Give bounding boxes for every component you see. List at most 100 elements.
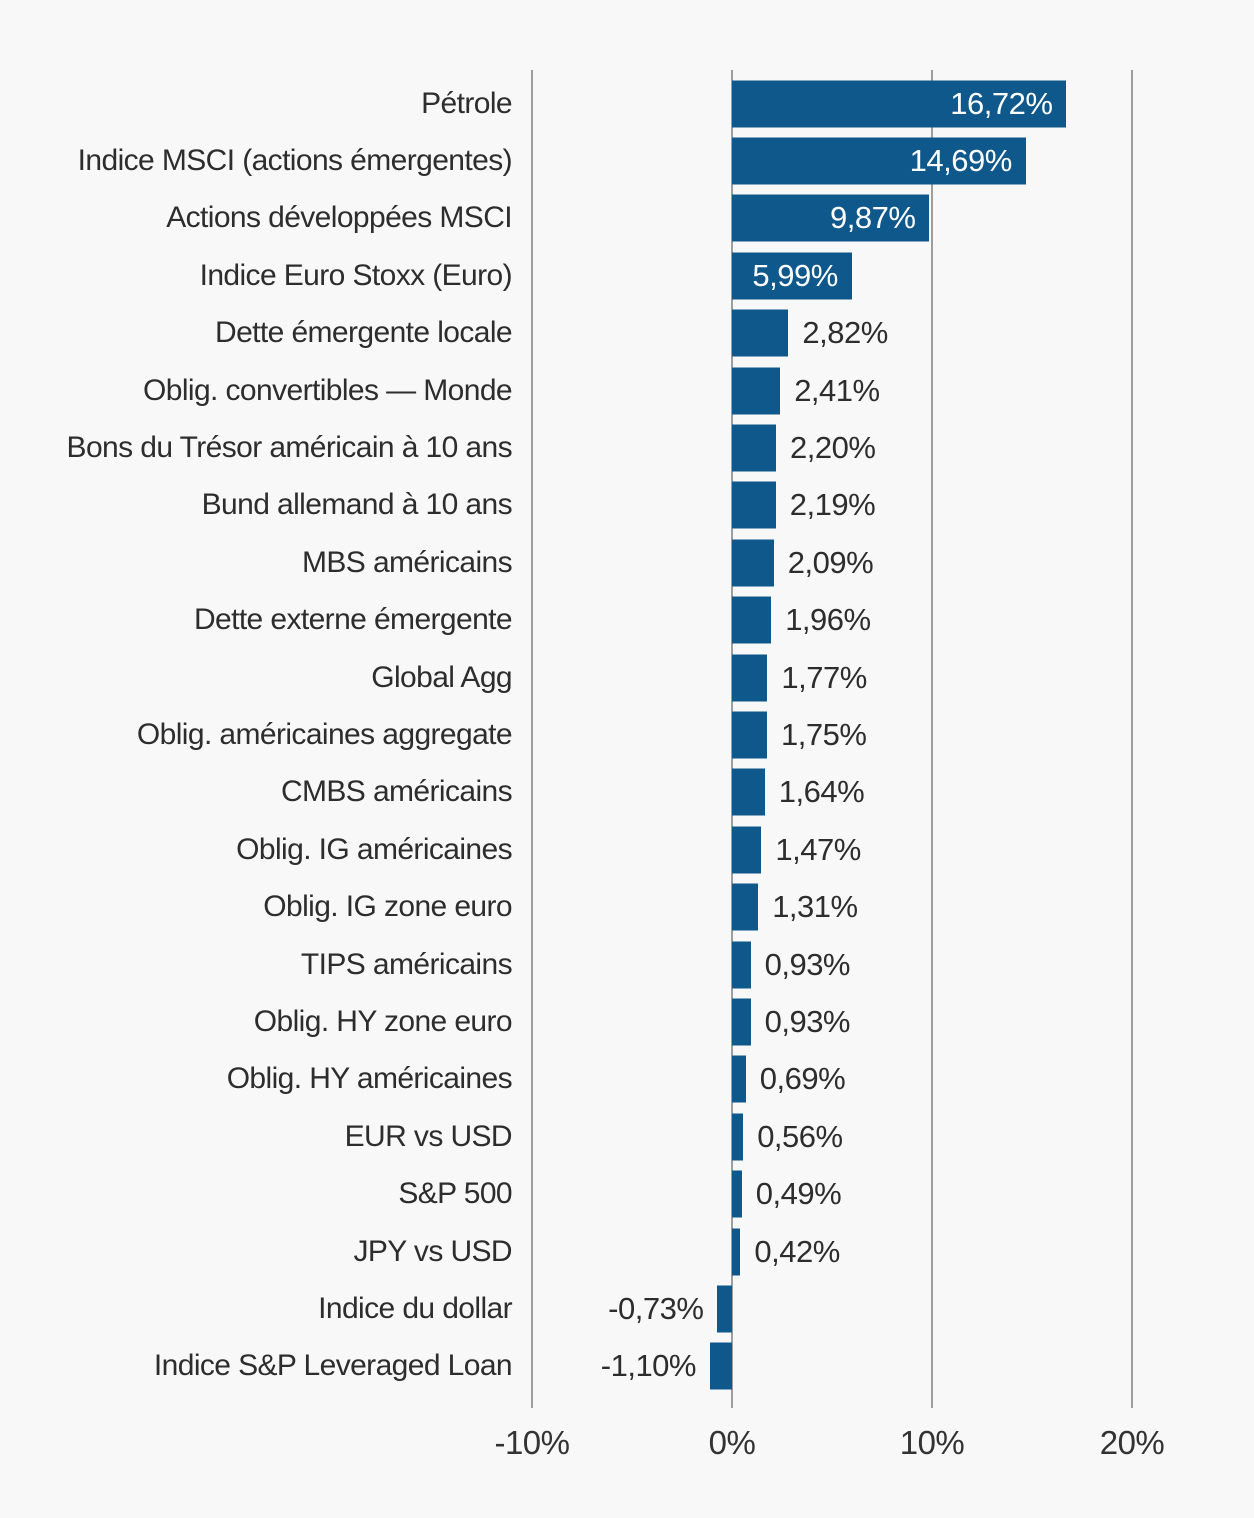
category-label: JPY vs USD [353, 1234, 513, 1268]
value-label: 1,77% [781, 659, 867, 695]
category-label: Actions développées MSCI [166, 201, 512, 235]
x-tick-label: 20% [1099, 1424, 1165, 1461]
chart-row: Oblig. IG américaines 1,47% [0, 821, 1254, 878]
x-tick-label: -10% [494, 1424, 570, 1461]
chart-row: Oblig. HY zone euro 0,93% [0, 993, 1254, 1050]
value-label: 1,96% [785, 602, 871, 638]
value-label: 0,93% [764, 1004, 851, 1040]
category-label: S&P 500 [398, 1177, 512, 1211]
value-label: 16,72% [950, 85, 1053, 121]
bar [732, 424, 776, 472]
bar [732, 1228, 741, 1276]
value-label: 14,69% [909, 143, 1013, 179]
category-label: Indice Euro Stoxx (Euro) [199, 258, 513, 292]
bar [732, 654, 768, 702]
category-label: Oblig. HY zone euro [253, 1005, 513, 1039]
chart-row: JPY vs USD 0,42% [0, 1223, 1254, 1280]
chart-row: Indice du dollar -0,73% [0, 1280, 1254, 1337]
category-label: Indice MSCI (actions émergentes) [77, 144, 513, 178]
bar [732, 941, 751, 989]
category-label: Bons du Trésor américain à 10 ans [66, 431, 513, 465]
bar [732, 1055, 746, 1103]
value-label: 1,31% [772, 889, 858, 925]
value-label: 0,56% [757, 1118, 843, 1154]
value-label: 2,41% [794, 372, 880, 408]
chart-row: Bund allemand à 10 ans 2,19% [0, 477, 1254, 534]
category-label: CMBS américains [280, 775, 513, 809]
category-label: Oblig. IG américaines [236, 832, 512, 866]
bar [732, 367, 781, 415]
gridline [1131, 70, 1133, 1408]
chart-row: MBS américains 2,09% [0, 534, 1254, 591]
x-tick-label: 10% [899, 1424, 965, 1461]
chart-row: S&P 500 0,49% [0, 1166, 1254, 1223]
value-label: 2,20% [790, 430, 876, 466]
value-label: -0,73% [608, 1291, 704, 1327]
category-label: Bund allemand à 10 ans [201, 488, 513, 522]
bar [717, 1285, 732, 1333]
chart-row: CMBS américains 1,64% [0, 764, 1254, 821]
chart-row: Dette émergente locale 2,82% [0, 305, 1254, 362]
gridline [931, 70, 933, 1408]
chart-row: Oblig. convertibles — Monde 2,41% [0, 362, 1254, 419]
category-label: Dette externe émergente [193, 603, 513, 637]
chart-row: EUR vs USD 0,56% [0, 1108, 1254, 1165]
category-label: Dette émergente locale [215, 316, 513, 350]
bar [732, 1170, 742, 1218]
bar [732, 80, 1067, 128]
chart-row: Oblig. américaines aggregate 1,75% [0, 706, 1254, 763]
value-label: 0,93% [764, 946, 851, 982]
chart-row: Bons du Trésor américain à 10 ans 2,20% [0, 419, 1254, 476]
category-label: EUR vs USD [344, 1119, 513, 1153]
chart-row: Indice S&P Leveraged Loan -1,10% [0, 1338, 1254, 1395]
value-label: 1,75% [781, 717, 867, 753]
chart-row: Oblig. IG zone euro 1,31% [0, 879, 1254, 936]
bar [732, 539, 774, 587]
chart-row: Indice MSCI (actions émergentes) 14,69% [0, 132, 1254, 189]
category-label: Indice du dollar [318, 1292, 512, 1326]
value-label: 0,69% [759, 1061, 846, 1097]
bar [710, 1342, 732, 1390]
value-label: 2,19% [789, 487, 876, 523]
x-tick-label: 0% [708, 1424, 756, 1461]
bar [732, 194, 930, 242]
bar [732, 883, 759, 931]
bar [732, 1113, 744, 1161]
category-label: Oblig. HY américaines [226, 1062, 513, 1096]
bar [732, 309, 789, 357]
chart-row: Dette externe émergente 1,96% [0, 592, 1254, 649]
category-label: Oblig. IG zone euro [263, 890, 512, 924]
bar [732, 768, 765, 816]
category-label: TIPS américains [300, 947, 513, 981]
bar [732, 596, 772, 644]
chart-row: TIPS américains 0,93% [0, 936, 1254, 993]
bar [732, 481, 776, 529]
bar [732, 826, 762, 874]
value-label: -1,10% [600, 1348, 697, 1384]
gridline [531, 70, 533, 1408]
category-label: Oblig. américaines aggregate [136, 718, 513, 752]
value-label: 9,87% [830, 200, 916, 236]
bar [732, 998, 751, 1046]
value-label: 0,42% [754, 1233, 840, 1269]
chart-row: Global Agg 1,77% [0, 649, 1254, 706]
chart-row: Indice Euro Stoxx (Euro) 5,99% [0, 247, 1254, 304]
category-label: Oblig. convertibles — Monde [143, 373, 513, 407]
value-label: 1,64% [778, 774, 865, 810]
category-label: Global Agg [371, 660, 512, 694]
category-label: Pétrole [421, 86, 512, 120]
value-label: 5,99% [752, 257, 838, 293]
bar [732, 252, 852, 300]
chart-row: Actions développées MSCI 9,87% [0, 190, 1254, 247]
value-label: 2,82% [802, 315, 888, 351]
value-label: 2,09% [787, 544, 874, 580]
category-label: Indice S&P Leveraged Loan [153, 1349, 513, 1383]
value-label: 0,49% [755, 1176, 842, 1212]
bar [732, 711, 767, 759]
value-label: 1,47% [775, 831, 861, 867]
category-label: MBS américains [302, 545, 513, 579]
bar [732, 137, 1026, 185]
chart-row: Pétrole 16,72% [0, 75, 1254, 132]
chart-row: Oblig. HY américaines 0,69% [0, 1051, 1254, 1108]
